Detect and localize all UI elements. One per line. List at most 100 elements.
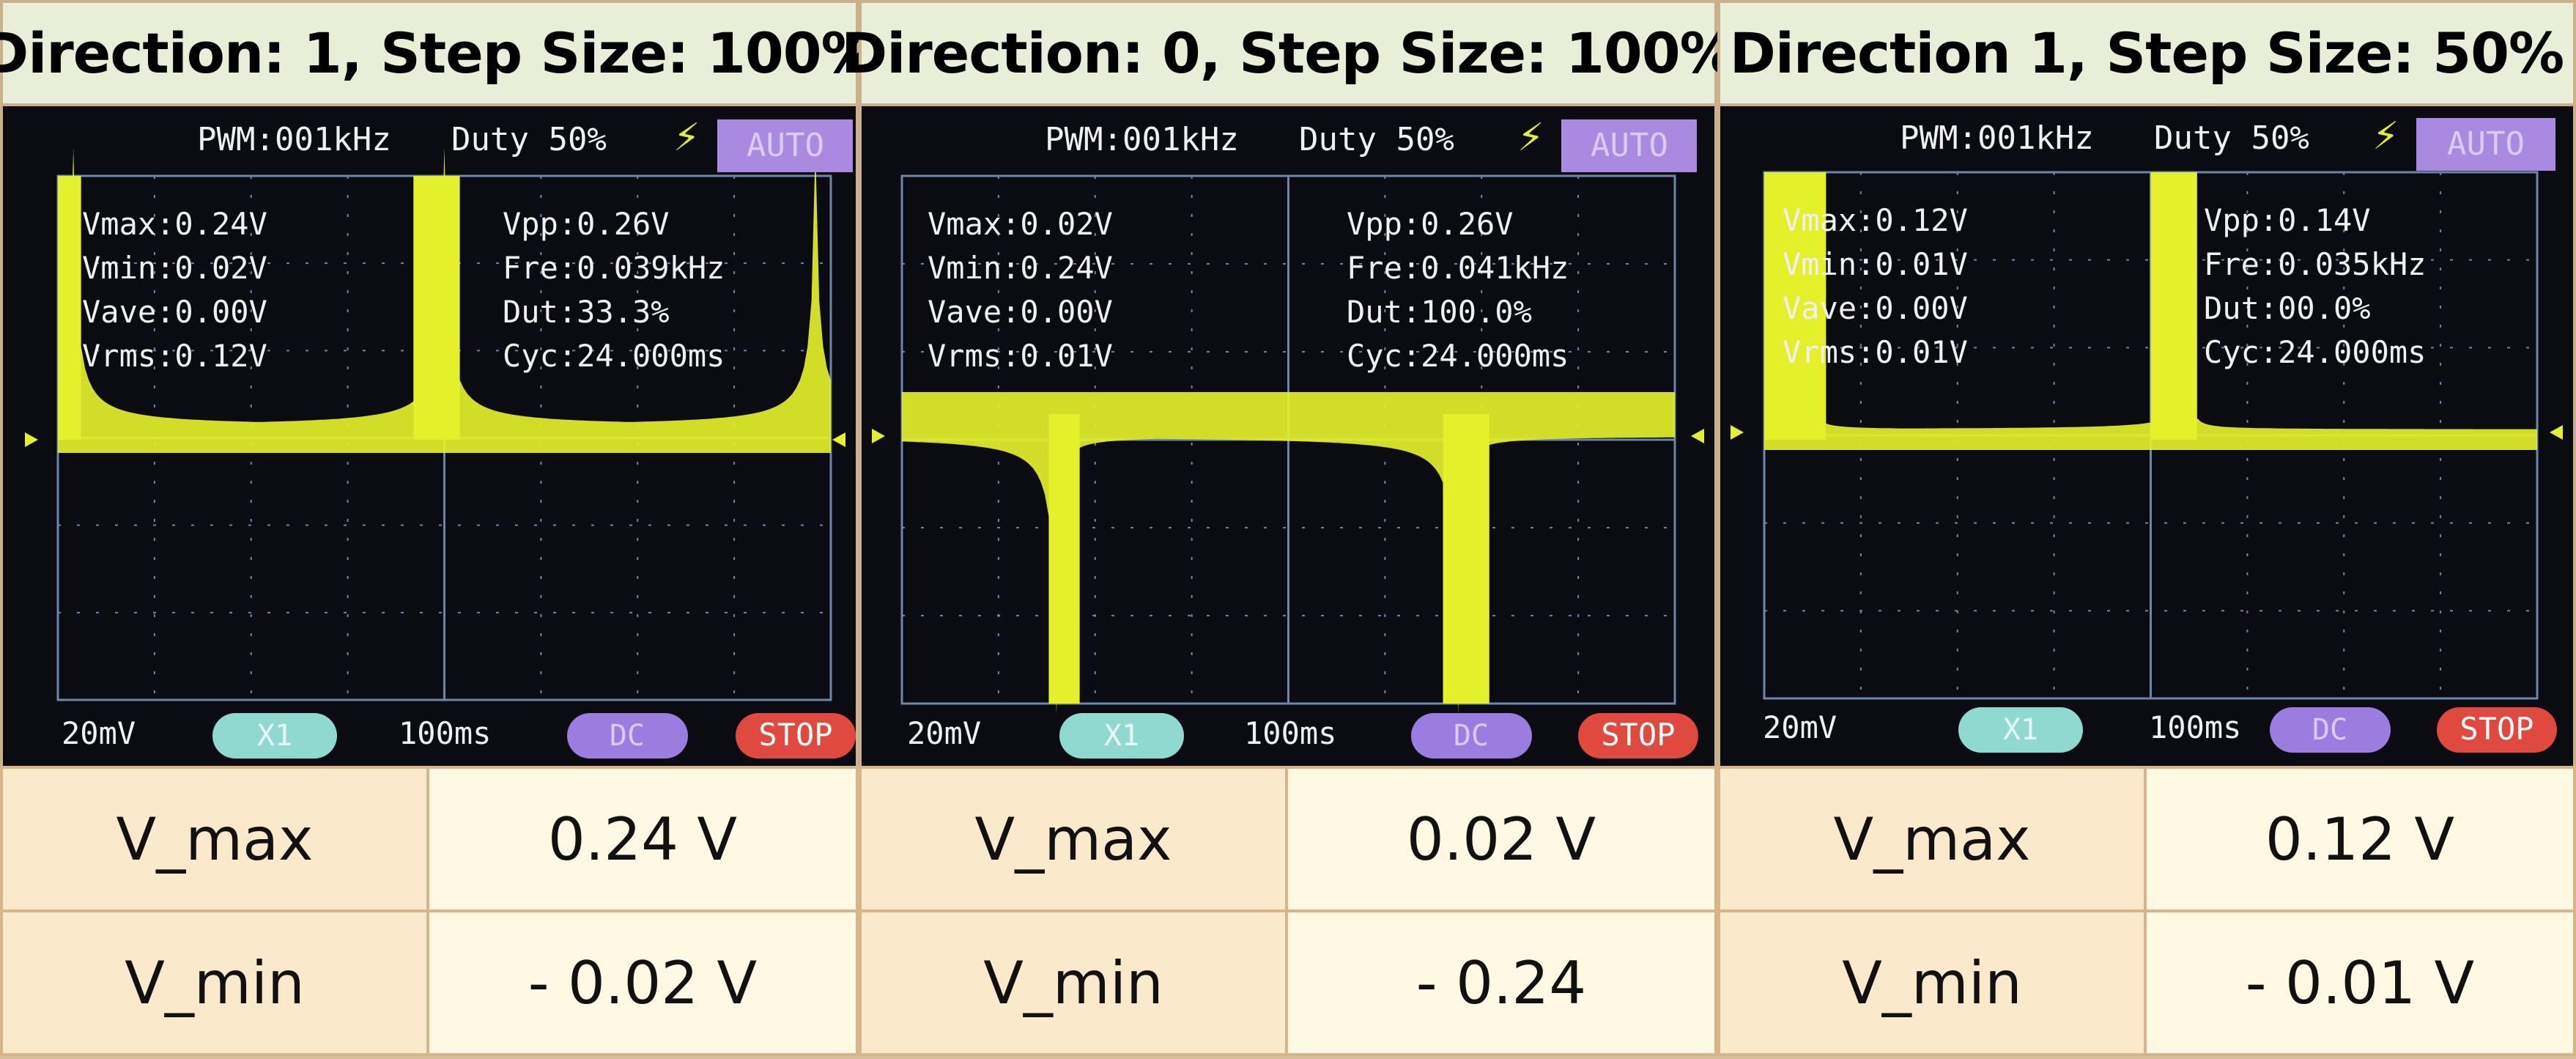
- duty-readout: Duty 50%: [2154, 119, 2309, 157]
- value-vmax: 0.02 V: [1285, 766, 1717, 912]
- trigger-icon: ⚡: [673, 116, 700, 160]
- auto-badge[interactable]: AUTO: [1591, 127, 1668, 164]
- stat-cyc: Cyc:24.000ms: [1347, 338, 1569, 374]
- values-table: V_max 0.24 V V_min - 0.02 V: [0, 766, 859, 1059]
- stat-vmax: Vmax:0.12V: [1783, 202, 1968, 238]
- stat-fre: Fre:0.035kHz: [2204, 246, 2426, 282]
- oscilloscope-screen: PWM:001kHz Duty 50% ⚡ AUTO Vmax:0.24V Vm…: [0, 106, 859, 766]
- panel-title: Direction: 1, Step Size: 100%: [0, 0, 877, 106]
- probe-badge-bg: [212, 713, 337, 759]
- pwm-readout: PWM:001kHz: [1900, 119, 2094, 157]
- scope-display: PWM:001kHz Duty 50% ⚡ AUTO Vmax:0.12V Vm…: [1731, 114, 2563, 753]
- panel-3: Direction 1, Step Size: 50% PWM:001kHz D…: [1717, 0, 2576, 1059]
- time-div: 100ms: [2149, 709, 2241, 745]
- left-stats: Vmax:0.02V Vmin:0.24V Vave:0.00V Vrms:0.…: [928, 206, 1113, 374]
- duty-readout: Duty 50%: [1299, 121, 1454, 158]
- label-vmax: V_max: [0, 766, 429, 912]
- auto-badge[interactable]: AUTO: [747, 127, 824, 164]
- stat-vmax: Vmax:0.24V: [82, 206, 267, 242]
- oscilloscope-screen: PWM:001kHz Duty 50% ⚡ AUTO Vmax:0.12V Vm…: [1717, 106, 2576, 766]
- marker-left: [872, 429, 885, 443]
- dc-badge-bg: [1411, 713, 1532, 759]
- volt-div: 20mV: [907, 715, 981, 751]
- auto-badge-bg: [717, 119, 853, 172]
- stop-badge-bg: [736, 713, 856, 759]
- stat-vpp: Vpp:0.26V: [503, 206, 670, 242]
- time-div: 100ms: [399, 715, 491, 751]
- stat-fre: Fre:0.039kHz: [503, 250, 725, 286]
- panel-2: Direction: 0, Step Size: 100% PWM:001kHz…: [841, 0, 1736, 1059]
- stat-vrms: Vrms:0.01V: [1783, 334, 1968, 370]
- trace-spike: [2150, 172, 2197, 440]
- stop-button[interactable]: STOP: [1601, 717, 1675, 753]
- marker-right: [832, 432, 845, 447]
- value-vmin: - 0.02 V: [426, 909, 859, 1056]
- right-stats: Vpp:0.14V Fre:0.035kHz Dut:00.0% Cyc:24.…: [2204, 202, 2426, 370]
- values-table: V_max 0.12 V V_min - 0.01 V: [1717, 766, 2576, 1059]
- stat-fre: Fre:0.041kHz: [1347, 250, 1569, 286]
- dc-badge[interactable]: DC: [2312, 713, 2347, 747]
- probe-badge[interactable]: X1: [2003, 713, 2038, 747]
- oscilloscope-screen: PWM:001kHz Duty 50% ⚡ AUTO Vmax:0.02V Vm…: [859, 106, 1717, 766]
- scope-display: PWM:001kHz Duty 50% ⚡ AUTO Vmax:0.24V Vm…: [25, 116, 856, 759]
- trigger-icon: ⚡: [1517, 116, 1544, 160]
- volt-div: 20mV: [62, 715, 136, 751]
- marker-right: [2550, 425, 2563, 440]
- panel-title: Direction 1, Step Size: 50%: [1717, 0, 2576, 106]
- stat-vave: Vave:0.00V: [928, 294, 1113, 330]
- label-vmin: V_min: [0, 909, 429, 1056]
- auto-badge-bg: [2416, 118, 2555, 171]
- stop-button[interactable]: STOP: [2460, 711, 2534, 747]
- stat-dut: Dut:00.0%: [2204, 290, 2371, 326]
- pwm-readout: PWM:001kHz: [197, 121, 391, 158]
- marker-left: [1731, 425, 1744, 440]
- trace-spike: [1764, 172, 1826, 440]
- stat-vave: Vave:0.00V: [1783, 290, 1968, 326]
- dc-badge-bg: [567, 713, 688, 759]
- label-vmin: V_min: [859, 909, 1288, 1056]
- waveform-trace: [58, 148, 831, 453]
- duty-readout: Duty 50%: [451, 121, 607, 158]
- probe-badge[interactable]: X1: [1104, 719, 1139, 753]
- right-stats: Vpp:0.26V Fre:0.039kHz Dut:33.3% Cyc:24.…: [503, 206, 725, 374]
- stat-dut: Dut:100.0%: [1347, 294, 1532, 330]
- left-stats: Vmax:0.24V Vmin:0.02V Vave:0.00V Vrms:0.…: [82, 206, 267, 374]
- dc-badge[interactable]: DC: [610, 719, 645, 753]
- probe-badge[interactable]: X1: [257, 719, 292, 753]
- stat-vmin: Vmin:0.02V: [82, 250, 267, 286]
- stop-badge-bg: [2437, 707, 2557, 753]
- volt-div: 20mV: [1763, 709, 1837, 745]
- panel-1: Direction: 1, Step Size: 100% PWM:001kHz…: [0, 0, 877, 1059]
- stat-dut: Dut:33.3%: [503, 294, 670, 330]
- scope-display: PWM:001kHz Duty 50% ⚡ AUTO Vmax:0.02V Vm…: [872, 116, 1704, 759]
- stat-vmax: Vmax:0.02V: [928, 206, 1113, 242]
- values-table: V_max 0.02 V V_min - 0.24: [859, 766, 1717, 1059]
- pwm-readout: PWM:001kHz: [1045, 121, 1239, 158]
- stat-vmin: Vmin:0.01V: [1783, 246, 1968, 282]
- trigger-icon: ⚡: [2372, 114, 2399, 158]
- probe-badge-bg: [1958, 707, 2083, 753]
- value-vmax: 0.12 V: [2144, 766, 2576, 912]
- marker-left: [25, 432, 38, 447]
- auto-badge[interactable]: AUTO: [2447, 125, 2525, 163]
- dc-badge-bg: [2270, 707, 2391, 753]
- trace-spike: [413, 176, 460, 440]
- right-stats: Vpp:0.26V Fre:0.041kHz Dut:100.0% Cyc:24…: [1347, 206, 1569, 374]
- trace-dip: [1048, 414, 1080, 704]
- stat-vpp: Vpp:0.26V: [1347, 206, 1514, 242]
- panel-title: Direction: 0, Step Size: 100%: [841, 0, 1736, 106]
- stat-cyc: Cyc:24.000ms: [2204, 334, 2426, 370]
- dc-badge[interactable]: DC: [1454, 719, 1489, 753]
- label-vmax: V_max: [1717, 766, 2147, 912]
- waveform-trace: [902, 392, 1675, 715]
- trace-dip: [1443, 414, 1489, 704]
- stat-vrms: Vrms:0.01V: [928, 338, 1113, 374]
- probe-badge-bg: [1059, 713, 1184, 759]
- stop-button[interactable]: STOP: [758, 717, 832, 753]
- time-div: 100ms: [1244, 715, 1336, 751]
- trace-spike: [58, 176, 81, 440]
- value-vmin: - 0.01 V: [2144, 909, 2576, 1056]
- stat-vmin: Vmin:0.24V: [928, 250, 1113, 286]
- trace-band: [1764, 283, 2537, 450]
